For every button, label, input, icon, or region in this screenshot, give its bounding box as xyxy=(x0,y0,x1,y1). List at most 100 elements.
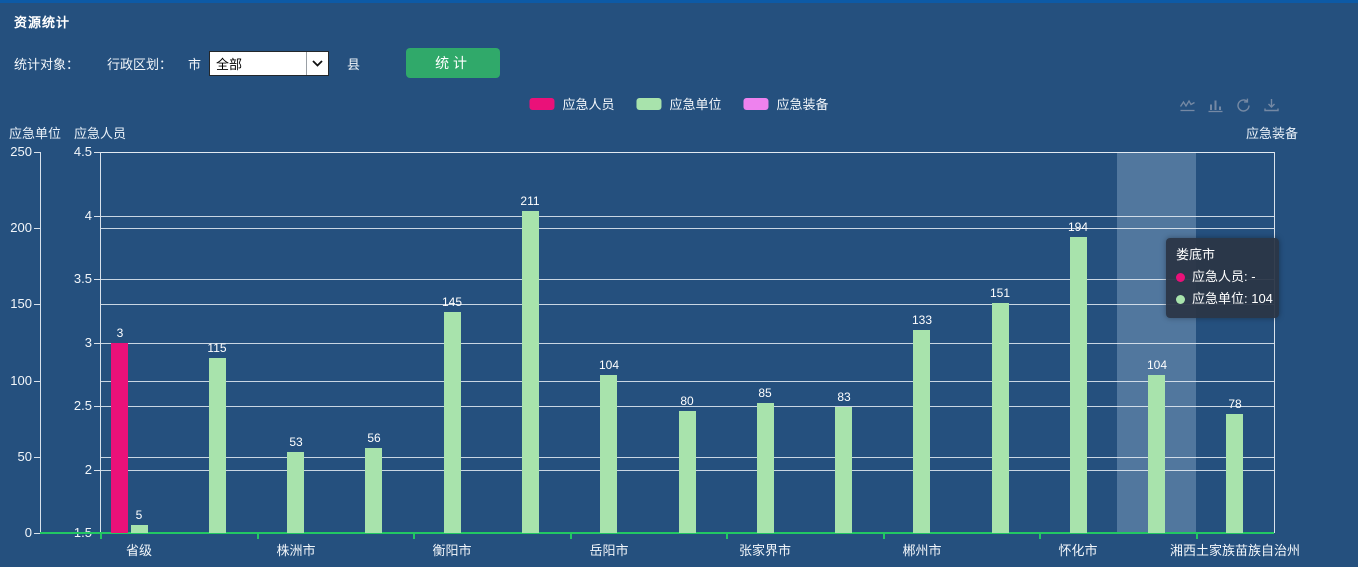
y-axis-tick-label: 2.5 xyxy=(73,398,92,413)
chart-toolbox xyxy=(1179,97,1280,114)
tooltip-text-units: 应急单位: 104 xyxy=(1192,291,1273,306)
legend-label-people: 应急人员 xyxy=(562,97,615,112)
chart-legend: 应急人员 应急单位 应急装备 xyxy=(529,94,829,113)
gridline xyxy=(100,279,1274,280)
legend-swatch-units xyxy=(636,97,662,110)
x-axis-label: 怀化市 xyxy=(1058,543,1098,558)
y-axis-line-people xyxy=(100,152,101,533)
y-axis-tick-label: 4.5 xyxy=(73,144,92,159)
y-axis-tick xyxy=(94,152,100,153)
x-axis-label: 岳阳市 xyxy=(589,543,629,558)
y-axis-tick-label: 3 xyxy=(84,335,92,350)
city-select[interactable]: 全部 xyxy=(209,50,330,76)
tooltip-row-units: 应急单位: 104 xyxy=(1176,288,1273,310)
y-axis-tick xyxy=(34,533,40,534)
x-axis-tick xyxy=(883,534,885,539)
bar-value-label: 194 xyxy=(1067,220,1089,234)
legend-item-units[interactable]: 应急单位 xyxy=(636,94,722,113)
download-icon[interactable] xyxy=(1263,97,1280,114)
bar-应急单位-cat5[interactable] xyxy=(522,211,539,533)
y-axis-name-equipment: 应急装备 xyxy=(1246,126,1299,141)
y-axis-tick-label: 150 xyxy=(10,296,32,311)
x-axis-tick xyxy=(570,534,572,539)
legend-swatch-people xyxy=(529,97,555,110)
bar-value-label: 104 xyxy=(598,358,620,372)
x-axis-tick xyxy=(726,534,728,539)
y-axis-tick-label: 0 xyxy=(24,525,32,540)
y-axis-line-units xyxy=(40,152,41,533)
y-axis-tick xyxy=(94,343,100,344)
bar-value-label: 83 xyxy=(837,390,851,404)
top-accent-bar xyxy=(0,0,1358,3)
bar-value-label: 5 xyxy=(135,508,143,522)
y-axis-line-equipment xyxy=(1274,152,1275,533)
y-axis-tick xyxy=(34,304,40,305)
bar-应急单位-张家界市[interactable] xyxy=(757,403,774,533)
bar-应急单位-省级[interactable] xyxy=(131,525,148,533)
y-axis-tick-label: 250 xyxy=(10,144,32,159)
city-select-value: 全部 xyxy=(216,56,243,72)
y-axis-name-units: 应急单位 xyxy=(9,126,62,141)
x-axis-label: 省级 xyxy=(125,543,152,558)
restore-icon[interactable] xyxy=(1235,97,1252,114)
bar-应急单位-cat9[interactable] xyxy=(835,407,852,533)
chevron-down-icon[interactable] xyxy=(306,51,329,75)
bar-应急单位-岳阳市[interactable] xyxy=(600,375,617,533)
stat-object-label: 统计对象： xyxy=(14,56,80,72)
bar-value-label: 85 xyxy=(758,386,772,400)
y-axis-tick xyxy=(94,279,100,280)
y-axis-tick xyxy=(34,228,40,229)
bar-value-label: 133 xyxy=(911,313,933,327)
x-axis-label: 张家界市 xyxy=(738,543,791,558)
y-axis-tick xyxy=(94,406,100,407)
bar-应急单位-湘西土家族苗族自治州[interactable] xyxy=(1226,414,1243,533)
tooltip-title: 娄底市 xyxy=(1176,247,1216,262)
county-label: 县 xyxy=(347,56,361,72)
statistics-button[interactable]: 统计 xyxy=(406,48,501,78)
line-chart-icon[interactable] xyxy=(1179,97,1196,114)
bar-value-label: 3 xyxy=(116,326,124,340)
bar-chart-icon[interactable] xyxy=(1207,97,1224,114)
x-axis-tick xyxy=(1039,534,1041,539)
x-axis-label: 衡阳市 xyxy=(432,543,472,558)
legend-item-people[interactable]: 应急人员 xyxy=(529,94,614,113)
y-axis-tick xyxy=(94,216,100,217)
gridline xyxy=(100,343,1274,344)
bar-应急单位-株洲市[interactable] xyxy=(287,452,304,533)
bar-value-label: 78 xyxy=(1228,397,1242,411)
bar-value-label: 115 xyxy=(207,341,227,355)
bar-应急单位-cat3[interactable] xyxy=(365,448,382,533)
chart-tooltip: 娄底市 应急人员: - 应急单位: 104 xyxy=(1166,238,1279,318)
bar-应急单位-郴州市[interactable] xyxy=(913,330,930,533)
tooltip-text-people: 应急人员: - xyxy=(1192,269,1256,284)
tooltip-row-people: 应急人员: - xyxy=(1176,266,1269,288)
bar-应急人员-省级[interactable] xyxy=(111,343,128,533)
bar-应急单位-娄底市[interactable] xyxy=(1148,375,1165,533)
bar-应急单位-cat11[interactable] xyxy=(992,303,1009,533)
bar-value-label: 151 xyxy=(989,286,1011,300)
y-axis-tick xyxy=(94,470,100,471)
gridline xyxy=(100,152,1274,153)
y-axis-tick xyxy=(34,152,40,153)
y-axis-tick-label: 3.5 xyxy=(73,271,92,286)
legend-label-units: 应急单位 xyxy=(669,97,722,112)
legend-swatch-equipment xyxy=(743,97,769,110)
y-axis-tick-label: 200 xyxy=(10,220,32,235)
tooltip-dot-people xyxy=(1176,272,1185,282)
legend-item-equipment[interactable]: 应急装备 xyxy=(743,94,829,113)
page-title: 资源统计 xyxy=(14,15,71,30)
bar-应急单位-怀化市[interactable] xyxy=(1070,237,1087,533)
x-axis-label: 郴州市 xyxy=(902,543,942,558)
bar-value-label: 53 xyxy=(289,435,303,449)
y-axis-name-people: 应急人员 xyxy=(74,126,127,141)
tooltip-dot-units xyxy=(1176,294,1185,304)
x-axis-label: 湘西土家族苗族自治州 xyxy=(1169,543,1300,558)
bar-应急单位-cat7[interactable] xyxy=(679,411,696,533)
y-axis-tick-label: 2 xyxy=(84,462,92,477)
bar-应急单位-cat1[interactable] xyxy=(209,358,226,533)
x-axis-label: 株洲市 xyxy=(276,543,316,558)
filter-row: 统计对象： 行政区划： 市 全部 县 统计 xyxy=(14,48,501,78)
bar-应急单位-衡阳市[interactable] xyxy=(444,312,461,533)
